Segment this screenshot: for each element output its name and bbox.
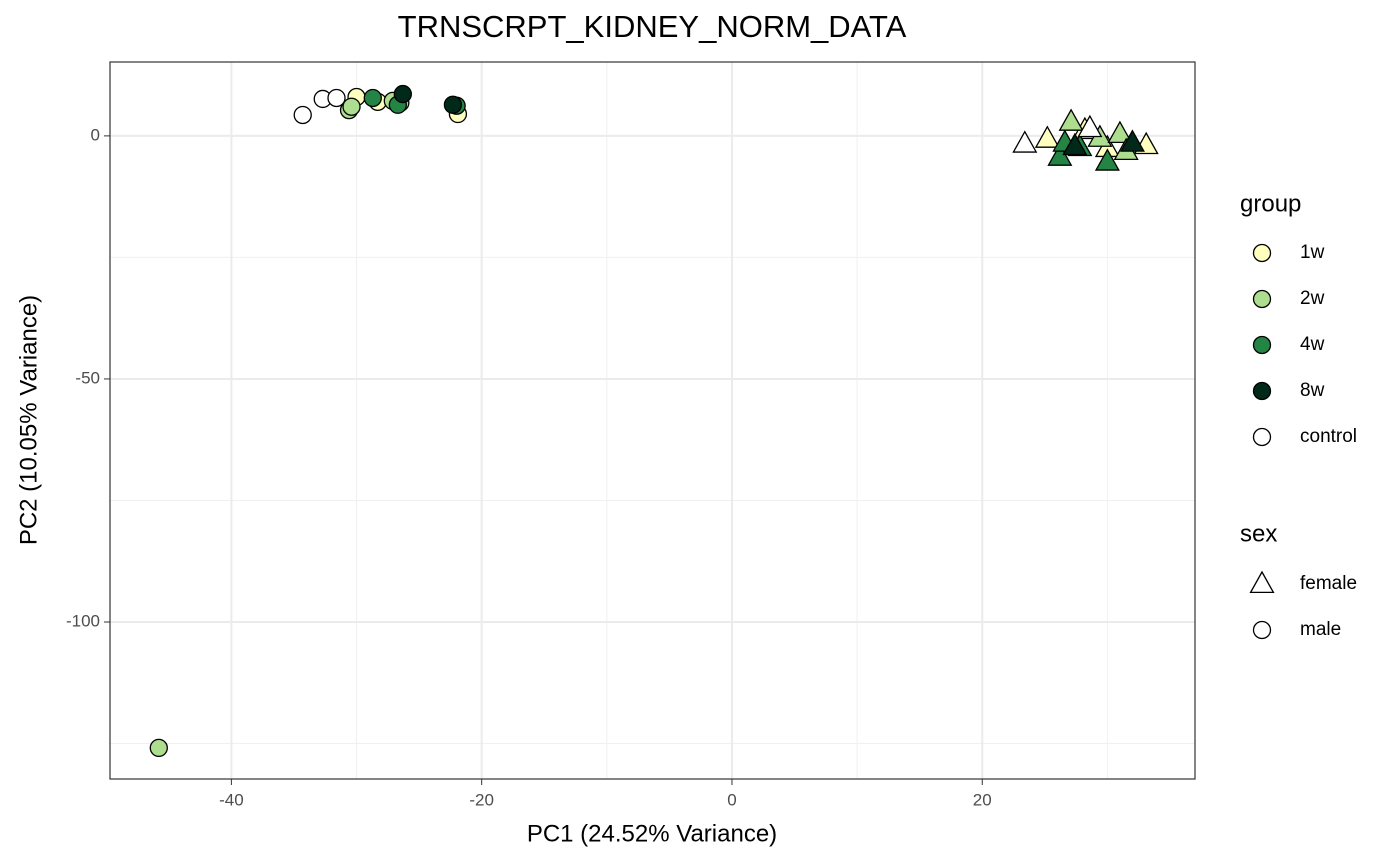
point	[363, 88, 382, 108]
y-tick-label: 0	[91, 125, 100, 144]
legend-key	[1249, 570, 1275, 594]
point	[1034, 125, 1060, 148]
x-axis-title: PC1 (24.52% Variance)	[527, 820, 777, 847]
point	[1077, 114, 1103, 138]
point	[443, 95, 463, 114]
legend-label: 8w	[1300, 380, 1325, 401]
legend-label: control	[1300, 426, 1357, 447]
point	[327, 88, 346, 108]
point	[149, 738, 168, 758]
legend-label: 4w	[1300, 334, 1325, 355]
legend-label: female	[1300, 573, 1357, 594]
point	[1107, 120, 1133, 143]
y-tick-label: -100	[66, 611, 100, 630]
x-tick-label: -20	[469, 790, 494, 809]
point	[342, 97, 361, 116]
point	[1094, 148, 1120, 171]
point	[293, 105, 312, 125]
y-axis-title: PC2 (10.05% Variance)	[15, 295, 42, 545]
point	[1058, 108, 1084, 131]
legend-title: group	[1240, 190, 1301, 217]
y-tick-label: -50	[75, 368, 100, 387]
chart-title: TRNSCRPT_KIDNEY_NORM_DATA	[398, 9, 907, 44]
plot-background	[110, 62, 1195, 779]
point	[1062, 132, 1088, 156]
legend-label: 2w	[1300, 288, 1325, 309]
legend-key	[1252, 335, 1272, 355]
legend-title: sex	[1240, 520, 1277, 547]
legend-label: male	[1300, 619, 1341, 640]
legend-key	[1252, 620, 1272, 640]
point	[393, 84, 412, 104]
legend-key	[1252, 381, 1272, 401]
legend-key	[1252, 427, 1272, 447]
point	[1012, 130, 1038, 153]
plot-border	[109, 61, 1196, 780]
legend-key	[1252, 243, 1272, 263]
legend-key	[1252, 289, 1272, 309]
x-tick-label: 20	[973, 790, 992, 809]
x-tick-label: 0	[727, 790, 736, 809]
x-tick-label: -40	[219, 790, 244, 809]
legend-label: 1w	[1300, 242, 1325, 263]
point	[1119, 129, 1145, 152]
